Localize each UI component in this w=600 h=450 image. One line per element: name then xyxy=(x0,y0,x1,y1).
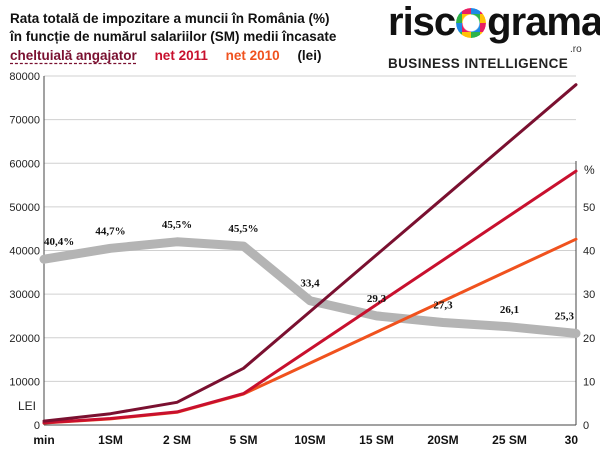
tax-rate-data-label: 26,1 xyxy=(500,304,519,316)
riscograma-logo: risc grama .ro BUSINESS INTELLIGENCE xyxy=(388,0,600,74)
tax-rate-data-label: 45,5% xyxy=(162,219,192,231)
tax-rate-data-label: 40,4% xyxy=(44,236,74,248)
x-tick-label: 25 SM xyxy=(492,433,527,447)
x-tick-label: 2 SM xyxy=(163,433,191,447)
tax-rate-data-label: 45,5% xyxy=(228,223,258,235)
y-left-tick-label: 60000 xyxy=(9,158,40,170)
x-tick-label: 30 xyxy=(565,433,579,447)
x-tick-label: 10SM xyxy=(294,433,325,447)
x-tick-label: 1SM xyxy=(98,433,123,447)
series-line-3 xyxy=(39,237,581,338)
x-tick-label: 20SM xyxy=(427,433,458,447)
tax-rate-data-label: 27,3 xyxy=(433,299,453,311)
y-left-tick-label: 70000 xyxy=(9,115,40,127)
logo-ring-icon xyxy=(456,8,487,38)
y-left-axis-label: LEI xyxy=(18,399,36,413)
series-line-0 xyxy=(42,83,578,423)
y-left-tick-label: 40000 xyxy=(9,246,40,258)
legend-net-2010: net 2010 xyxy=(225,48,280,63)
tax-rate-data-label: 25,3 xyxy=(555,310,575,322)
logo-word-left: risc xyxy=(388,0,456,44)
y-left-tick-label: 30000 xyxy=(9,289,40,301)
y-right-tick-label: 50 xyxy=(583,202,595,214)
y-left-tick-label: 0 xyxy=(34,420,40,432)
logo-wordmark: risc grama xyxy=(388,0,600,45)
y-left-tick-label: 10000 xyxy=(9,376,40,388)
legend-employer-cost: cheltuială angajator xyxy=(10,48,137,63)
series-line-2 xyxy=(42,237,578,425)
legend-net-2011: net 2011 xyxy=(154,48,208,63)
y-right-tick-label: 20 xyxy=(583,333,595,345)
chart-title-line2: în funcție de numărul salariilor (SM) me… xyxy=(10,29,337,44)
tax-rate-data-label: 33,4 xyxy=(300,278,320,290)
logo-word-right: grama xyxy=(487,0,600,44)
y-right-axis-label: % xyxy=(584,163,595,177)
logo-tagline: BUSINESS INTELLIGENCE xyxy=(388,56,569,71)
y-left-tick-label: 50000 xyxy=(9,202,40,214)
y-right-tick-label: 30 xyxy=(583,289,595,301)
y-right-tick-label: 40 xyxy=(583,246,595,258)
legend-unit: (lei) xyxy=(297,48,322,63)
tax-rate-data-label: 44,7% xyxy=(95,225,125,237)
y-right-tick-label: 10 xyxy=(583,376,595,388)
tax-rate-data-label: 29,3 xyxy=(367,293,387,305)
x-tick-label: min xyxy=(33,433,54,447)
y-left-tick-label: 20000 xyxy=(9,333,40,345)
chart-title-line1: Rata totală de impozitare a muncii în Ro… xyxy=(10,11,330,26)
x-tick-label: 5 SM xyxy=(229,433,257,447)
series-line-1 xyxy=(42,169,578,425)
y-left-tick-label: 80000 xyxy=(9,71,40,83)
x-tick-label: 15 SM xyxy=(359,433,394,447)
y-right-tick-label: 0 xyxy=(583,420,589,432)
logo-domain: .ro xyxy=(570,44,582,55)
legend: cheltuială angajator net 2011 net 2010 (… xyxy=(10,48,335,63)
